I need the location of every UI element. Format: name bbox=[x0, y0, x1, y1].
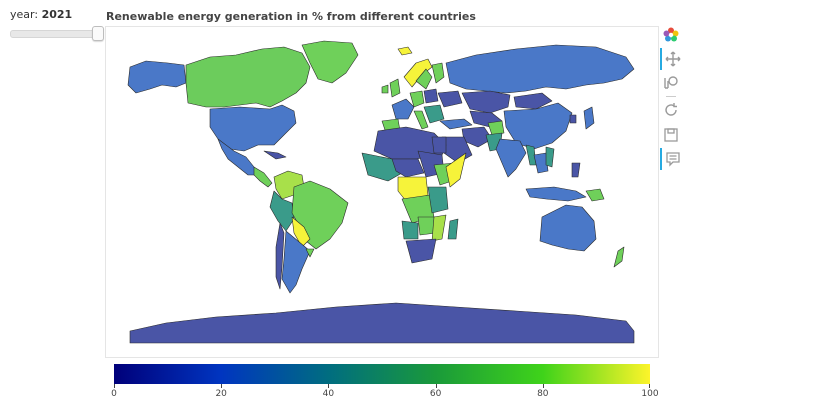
colorbar-tick bbox=[649, 384, 650, 388]
toolbar-divider bbox=[666, 96, 676, 97]
country-argentina bbox=[281, 230, 311, 294]
country-philippines bbox=[571, 162, 581, 178]
country-russia bbox=[445, 44, 635, 94]
country-turkey bbox=[439, 118, 473, 130]
country-mozambique bbox=[431, 214, 447, 242]
colorbar-tick-label: 60 bbox=[429, 389, 442, 399]
colorbar-tick bbox=[221, 384, 223, 388]
country-ukraine bbox=[437, 90, 463, 108]
country-india bbox=[495, 138, 527, 178]
country-finland bbox=[431, 62, 445, 84]
country-indonesia bbox=[525, 186, 587, 202]
country-balkans bbox=[423, 104, 445, 124]
colorbar-axis: 0 20 40 60 80 100 bbox=[111, 384, 659, 404]
colorbar-tick bbox=[435, 384, 437, 388]
country-canada bbox=[185, 46, 311, 108]
save-icon[interactable] bbox=[660, 124, 682, 146]
country-chile bbox=[275, 222, 285, 290]
country-vietnam bbox=[545, 146, 555, 168]
map-plot[interactable] bbox=[105, 26, 659, 358]
country-peru bbox=[269, 190, 295, 232]
slider-handle[interactable] bbox=[92, 26, 104, 41]
colorbar-tick-label: 40 bbox=[322, 389, 335, 399]
country-germany bbox=[409, 90, 425, 108]
country-png bbox=[585, 188, 605, 202]
country-afghanistan bbox=[487, 120, 505, 136]
country-france bbox=[391, 98, 415, 120]
year-slider-widget: year: 2021 bbox=[10, 8, 105, 41]
country-kazakhstan bbox=[461, 90, 511, 114]
country-italy bbox=[413, 110, 429, 130]
country-uruguay bbox=[305, 248, 315, 258]
country-greenland bbox=[301, 40, 359, 84]
country-south-africa bbox=[405, 238, 437, 264]
country-caribbean bbox=[263, 150, 287, 160]
country-central-america bbox=[253, 166, 273, 188]
hover-icon[interactable] bbox=[660, 148, 684, 170]
reset-icon[interactable] bbox=[660, 99, 682, 121]
country-paraguay bbox=[291, 216, 311, 248]
colorbar-tick-label: 100 bbox=[641, 389, 659, 399]
country-angola bbox=[401, 220, 419, 240]
country-norway bbox=[403, 58, 433, 88]
country-egypt bbox=[431, 136, 447, 154]
country-madagascar bbox=[447, 218, 459, 240]
country-poland bbox=[423, 88, 439, 104]
country-korea bbox=[569, 114, 577, 124]
country-mongolia bbox=[513, 92, 553, 110]
colorbar-tick-label: 20 bbox=[215, 389, 227, 399]
colorbar-tick bbox=[542, 384, 544, 388]
country-east-africa bbox=[427, 186, 449, 214]
country-sahel bbox=[391, 158, 425, 178]
country-uk bbox=[389, 78, 401, 98]
world-map[interactable] bbox=[106, 27, 658, 357]
plot-title: Renewable energy generation in % from di… bbox=[106, 10, 476, 23]
country-china bbox=[503, 102, 573, 150]
country-ireland bbox=[381, 84, 389, 94]
colorbar-tick bbox=[114, 384, 115, 388]
country-mexico bbox=[217, 138, 257, 176]
colorbar-tick-label: 0 bbox=[111, 389, 117, 399]
country-iceland bbox=[397, 46, 413, 56]
colorbar bbox=[114, 364, 650, 384]
slider-label: year: bbox=[10, 8, 42, 21]
wheel-zoom-icon[interactable] bbox=[660, 72, 682, 94]
country-thailand bbox=[533, 152, 549, 174]
colorbar-tick-label: 80 bbox=[537, 389, 549, 399]
pan-icon[interactable] bbox=[660, 48, 684, 70]
country-new-zealand bbox=[613, 246, 625, 268]
country-australia bbox=[539, 204, 597, 252]
country-sweden bbox=[415, 68, 433, 90]
slider-track[interactable] bbox=[10, 30, 104, 38]
country-japan bbox=[583, 106, 595, 130]
bokeh-logo-icon[interactable] bbox=[660, 24, 682, 46]
country-alaska bbox=[127, 60, 187, 94]
slider-title: year: 2021 bbox=[10, 8, 105, 21]
country-somalia bbox=[445, 152, 467, 188]
slider-value: 2021 bbox=[41, 8, 73, 21]
colorbar-tick bbox=[328, 384, 330, 388]
country-west-africa bbox=[361, 152, 403, 182]
country-antarctica bbox=[129, 302, 635, 344]
